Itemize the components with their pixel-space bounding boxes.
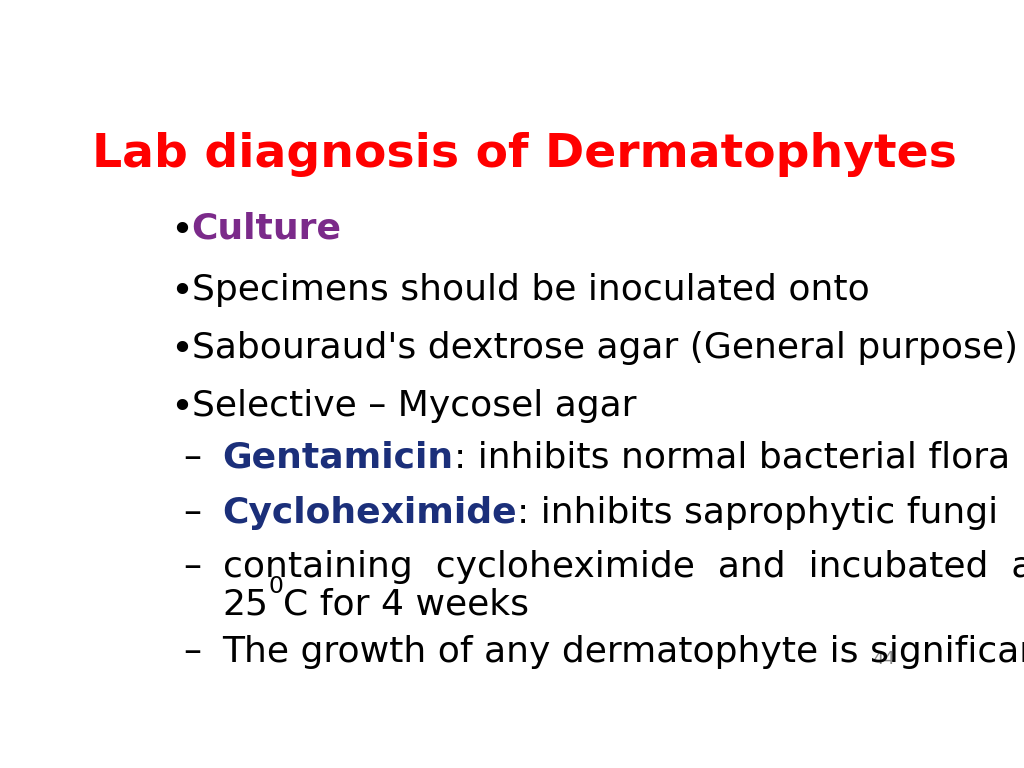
Text: The growth of any dermatophyte is significant: The growth of any dermatophyte is signif… [222,635,1024,669]
Text: –: – [183,635,202,669]
Text: •: • [171,331,194,369]
Text: containing  cycloheximide  and  incubated  at: containing cycloheximide and incubated a… [222,551,1024,584]
Text: 25: 25 [222,588,268,621]
Text: •: • [171,389,194,426]
Text: C for 4 weeks: C for 4 weeks [284,588,529,621]
Text: Gentamicin: Gentamicin [222,441,454,475]
Text: 0: 0 [268,575,284,598]
Text: Sabouraud's dextrose agar (General purpose): Sabouraud's dextrose agar (General purpo… [191,331,1018,365]
Text: Culture: Culture [191,211,342,246]
Text: –: – [183,441,202,475]
Text: •: • [171,211,194,250]
Text: Cycloheximide: Cycloheximide [222,496,517,531]
Text: Specimens should be inoculated onto: Specimens should be inoculated onto [191,273,869,307]
Text: : inhibits saprophytic fungi: : inhibits saprophytic fungi [517,496,998,531]
Text: –: – [183,496,202,531]
Text: : inhibits normal bacterial flora: : inhibits normal bacterial flora [454,441,1010,475]
Text: Selective – Mycosel agar: Selective – Mycosel agar [191,389,636,422]
Text: Lab diagnosis of Dermatophytes: Lab diagnosis of Dermatophytes [92,132,957,177]
Text: –: – [183,551,202,584]
Text: 44: 44 [872,650,895,668]
Text: •: • [171,273,194,311]
